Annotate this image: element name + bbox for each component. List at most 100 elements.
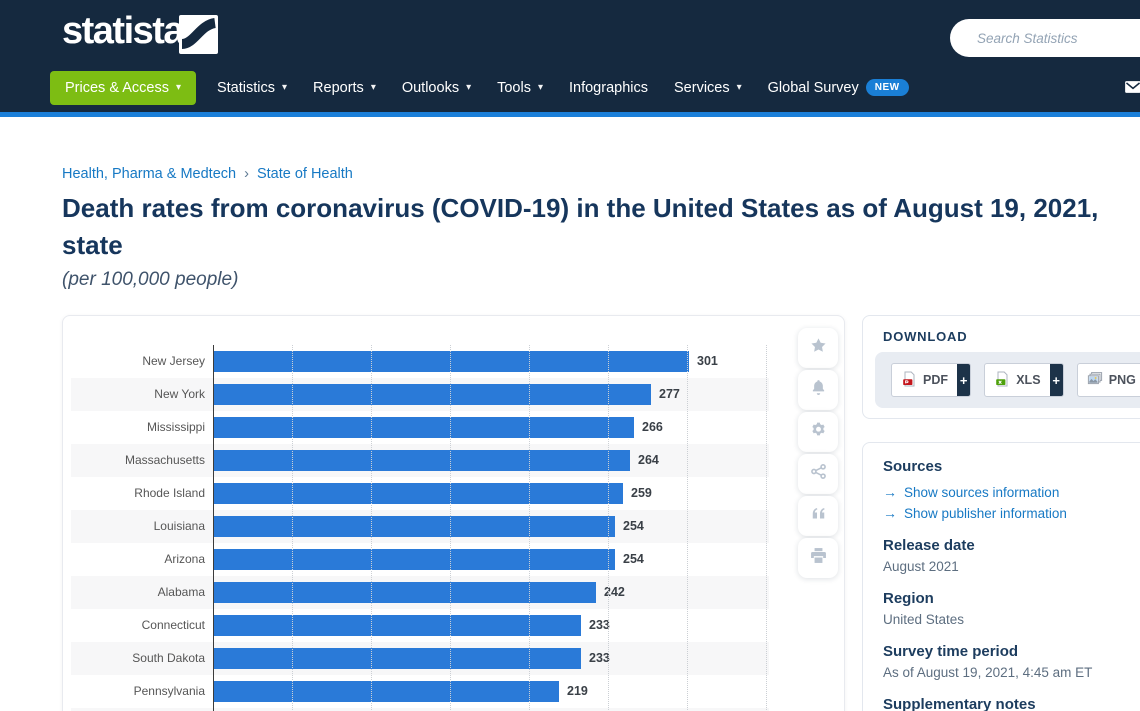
show-sources-information-link[interactable]: → Show sources information xyxy=(883,482,1140,503)
value-label: 277 xyxy=(659,387,680,401)
download-button-group: PDF + XLS + PNG+ xyxy=(875,352,1140,408)
category-label: New York xyxy=(154,387,205,401)
arrow-right-icon: → xyxy=(883,505,897,521)
category-label: Louisiana xyxy=(153,519,205,533)
bar xyxy=(213,417,634,438)
bar xyxy=(213,582,596,603)
gear-action-button[interactable] xyxy=(798,412,838,452)
section-body: United States xyxy=(883,612,965,627)
statistic-details-card: Sources → Show sources information → Show p… xyxy=(862,442,1140,711)
show-publisher-information-link[interactable]: → Show publisher information xyxy=(883,503,1140,524)
breadcrumb-link-state-of-health[interactable]: State of Health xyxy=(256,166,353,182)
print-icon xyxy=(810,547,827,569)
category-label: Arizona xyxy=(164,552,205,566)
nav-item-label: Statistics xyxy=(216,79,275,96)
download-pdf-button[interactable]: PDF + xyxy=(891,363,972,397)
nav-item-label: Reports xyxy=(313,79,364,96)
section-survey-time-period: Survey time period As of August 19, 2021,… xyxy=(883,642,1140,683)
bar xyxy=(213,615,581,636)
chevron-down-icon: ▾ xyxy=(736,82,742,93)
share-action-button[interactable] xyxy=(798,454,838,494)
statista-logo-mark-icon[interactable] xyxy=(179,15,218,54)
bell-action-button[interactable] xyxy=(798,370,838,410)
gridline xyxy=(529,345,531,711)
breadcrumb: Health, Pharma & Medtech › State of Health xyxy=(62,166,353,182)
page-title: Death rates from coronavirus (COVID-19) … xyxy=(62,190,1140,264)
value-label: 219 xyxy=(567,684,588,698)
chart-row: Rhode Island 259 xyxy=(71,477,769,510)
accent-divider xyxy=(0,112,1140,117)
gridline xyxy=(371,345,373,711)
xls-file-icon xyxy=(994,371,1010,390)
section-heading: Survey time period xyxy=(883,643,1019,660)
nav-item-label: Outlooks xyxy=(401,79,460,96)
source-links: → Show sources information → Show publisher… xyxy=(883,482,1140,524)
nav-item-statistics[interactable]: Statistics ▾ xyxy=(204,71,300,105)
section-supplementary-notes: Supplementary notes xyxy=(883,695,1140,711)
category-label: Rhode Island xyxy=(134,486,205,500)
chart-row: Alabama 242 xyxy=(71,576,769,609)
bar xyxy=(213,549,615,570)
nav-item-outlooks[interactable]: Outlooks ▾ xyxy=(389,71,484,105)
nav-item-services[interactable]: Services ▾ xyxy=(661,71,755,105)
print-action-button[interactable] xyxy=(798,538,838,578)
search-bar xyxy=(950,19,1140,57)
statista-logo[interactable]: statista xyxy=(62,10,185,52)
chart-row: Massachusetts 264 xyxy=(71,444,769,477)
bar xyxy=(213,681,559,702)
chart-row: New Jersey 301 xyxy=(71,345,769,378)
breadcrumb-link-health-pharma-medtech[interactable]: Health, Pharma & Medtech xyxy=(62,166,237,182)
nav-item-label: Services xyxy=(674,79,730,96)
chart-row: Arizona 254 xyxy=(71,543,769,576)
section-region: Region United States xyxy=(883,589,1140,630)
download-card: DOWNLOAD PDF + XLS + PNG+ xyxy=(862,315,1140,419)
category-label: Pennsylvania xyxy=(133,684,205,698)
chevron-down-icon: ▾ xyxy=(370,82,376,93)
download-format-label: PNG xyxy=(1108,373,1136,387)
category-label: Connecticut xyxy=(141,618,205,632)
nav-item-label: Prices & Access xyxy=(65,79,169,96)
download-xls-button[interactable]: XLS + xyxy=(984,363,1064,397)
category-label: Mississippi xyxy=(146,420,205,434)
search-input[interactable] xyxy=(950,19,1140,57)
nav-item-infographics[interactable]: Infographics xyxy=(556,71,661,105)
quote-icon xyxy=(810,505,827,527)
download-format-label: PDF xyxy=(923,373,948,387)
bar xyxy=(213,483,623,504)
chart-row: New York 277 xyxy=(71,378,769,411)
axis-line xyxy=(213,345,214,711)
value-label: 259 xyxy=(631,486,652,500)
section-body: August 2021 xyxy=(883,559,959,574)
bar xyxy=(213,450,630,471)
page-title-line1: Death rates from coronavirus (COVID-19) … xyxy=(62,193,1099,223)
share-icon xyxy=(810,463,827,485)
mail-icon[interactable] xyxy=(1124,78,1140,96)
nav-item-reports[interactable]: Reports ▾ xyxy=(300,71,389,105)
value-label: 242 xyxy=(604,585,625,599)
chevron-down-icon: ▾ xyxy=(466,82,472,93)
top-navbar: statista Prices & Access▾Statistics▾Repo… xyxy=(0,0,1140,112)
quote-action-button[interactable] xyxy=(798,496,838,536)
nav-item-tools[interactable]: Tools ▾ xyxy=(484,71,556,105)
category-label: New Jersey xyxy=(142,354,205,368)
gridline xyxy=(292,345,294,711)
page-subtitle: (per 100,000 people) xyxy=(62,269,239,290)
value-label: 301 xyxy=(697,354,718,368)
breadcrumb-separator: › xyxy=(244,166,249,182)
nav-item-prices-access[interactable]: Prices & Access ▾ xyxy=(50,70,196,105)
section-heading: Region xyxy=(883,590,934,607)
chart-row-empty xyxy=(71,708,769,711)
plus-icon: + xyxy=(1049,364,1063,396)
bar xyxy=(213,384,651,405)
star-action-button[interactable] xyxy=(798,328,838,368)
download-png-button[interactable]: PNG+ xyxy=(1076,363,1140,397)
star-icon xyxy=(810,337,827,359)
nav-item-global-survey[interactable]: Global Survey NEW xyxy=(755,70,922,105)
arrow-right-icon: → xyxy=(883,484,897,500)
pdf-file-icon xyxy=(901,371,917,390)
png-file-icon xyxy=(1087,371,1103,390)
page-title-line2: state xyxy=(62,230,123,260)
source-link-label: Show sources information xyxy=(904,485,1060,500)
chart-row: Pennsylvania 219 xyxy=(71,675,769,708)
